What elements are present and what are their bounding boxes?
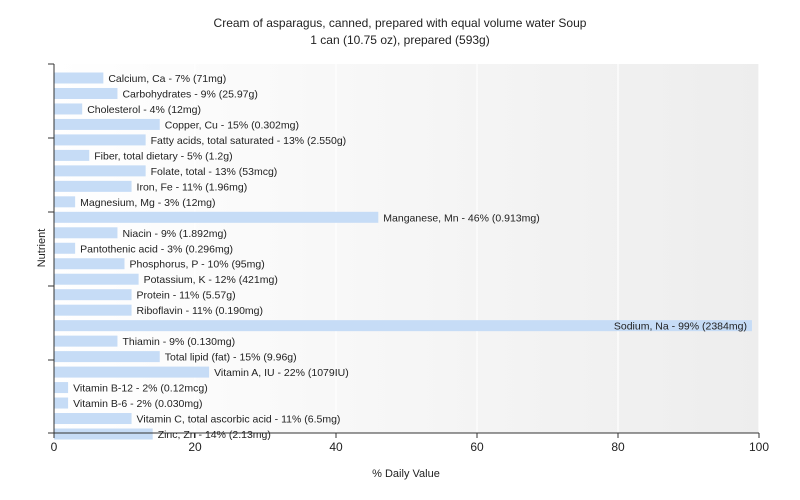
bar [54,366,210,378]
bar-label: Manganese, Mn - 46% (0.913mg) [383,212,539,224]
chart-title: Cream of asparagus, canned, prepared wit… [213,16,587,30]
bar-label: Potassium, K - 12% (421mg) [144,274,278,286]
bar-label: Riboflavin - 11% (0.190mg) [137,305,263,317]
bars: Calcium, Ca - 7% (71mg) Carbohydrates - 9… [54,72,752,441]
bar [54,118,160,130]
bar-label: Zinc, Zn - 14% (2.13mg) [158,429,271,441]
bar-label: Vitamin B-12 - 2% (0.12mcg) [73,383,208,395]
bar [54,382,69,394]
chart-subtitle: 1 can (10.75 oz), prepared (593g) [310,33,490,47]
x-tick-labels: 0 20 40 60 80 100 [51,433,769,454]
x-axis-title: % Daily Value [372,468,440,480]
bar-label: Phosphorus, P - 10% (95mg) [130,259,265,271]
bar [54,165,146,177]
axes [48,63,759,434]
bar-label: Vitamin B-6 - 2% (0.030mg) [73,398,202,410]
bar-label: Niacin - 9% (1.892mg) [122,228,226,240]
x-tick-label: 40 [329,440,343,454]
bar [54,196,76,208]
bar [54,413,132,425]
bar [54,103,83,115]
bar [54,428,153,440]
bar [54,87,118,99]
bar [54,149,90,161]
bar-label: Vitamin A, IU - 22% (1079IU) [214,367,349,379]
y-axis-title: Nutrient [36,229,48,268]
bar-label: Copper, Cu - 15% (0.302mg) [165,119,299,131]
bar-label: Fatty acids, total saturated - 13% (2.55… [151,135,347,147]
bar [54,258,125,270]
x-tick-label: 80 [611,440,625,454]
bar [54,397,69,409]
bar [54,134,146,146]
bar-label: Thiamin - 9% (0.130mg) [122,336,235,348]
bar [54,273,139,285]
bar [54,304,132,316]
bar-label: Cholesterol - 4% (12mg) [87,104,201,116]
bar-label: Sodium, Na - 99% (2384mg) [614,321,747,333]
x-tick-label: 20 [188,440,202,454]
bar [54,335,118,347]
x-tick-label: 100 [749,440,769,454]
gridlines [194,64,760,433]
bar-label: Carbohydrates - 9% (25.97g) [122,88,257,100]
bar-label: Total lipid (fat) - 15% (9.96g) [165,352,297,364]
bar [54,242,76,254]
bar [54,289,132,301]
bar [54,180,132,192]
bar-label: Protein - 11% (5.57g) [137,290,236,302]
x-tick-label: 0 [51,440,58,454]
bar-label: Folate, total - 13% (53mcg) [151,166,278,178]
bar-label: Vitamin C, total ascorbic acid - 11% (6.… [137,414,341,426]
bar [54,211,379,223]
bar-label: Iron, Fe - 11% (1.96mg) [137,181,248,193]
bar-label: Pantothenic acid - 3% (0.296mg) [80,243,233,255]
bar-label: Magnesium, Mg - 3% (12mg) [80,197,215,209]
bar-label: Calcium, Ca - 7% (71mg) [108,73,226,85]
bar [54,320,752,332]
bar [54,72,104,84]
x-tick-label: 60 [470,440,484,454]
bar [54,351,160,363]
bar-label: Fiber, total dietary - 5% (1.2g) [94,150,232,162]
bar [54,227,118,239]
